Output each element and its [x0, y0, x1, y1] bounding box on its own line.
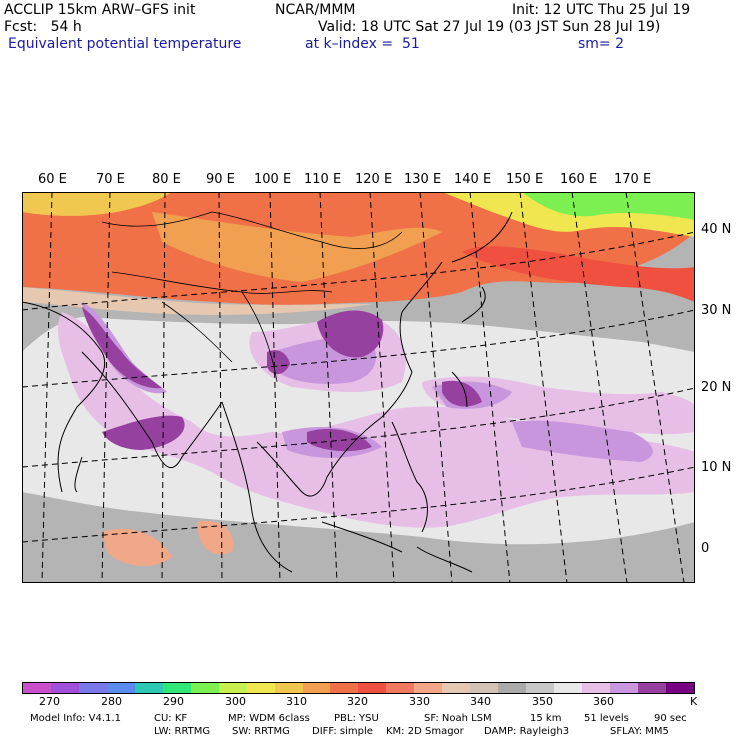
- footer-info: 51 levels: [584, 713, 629, 724]
- core-ganges: [82, 307, 162, 389]
- valid-time: Valid: 18 UTC Sat 27 Jul 19 (03 JST Sun …: [318, 19, 661, 35]
- borders: [101, 211, 403, 383]
- purple-ganges: [82, 302, 167, 394]
- colorbar-swatch: [554, 683, 583, 693]
- red-patch-ne: [462, 246, 695, 302]
- forecast-hour: Fcst: 54 h: [4, 19, 82, 35]
- footer-info: CU: KF: [154, 713, 188, 724]
- colorbar-swatch: [218, 683, 247, 693]
- colorbar-label: 300: [225, 695, 246, 708]
- core-pacific: [442, 380, 482, 407]
- lon-label: 140 E: [454, 172, 492, 187]
- footer-info: SFLAY: MM5: [610, 726, 669, 737]
- footer-info: DIFF: simple: [312, 726, 373, 737]
- footer-info: SW: RRTMG: [232, 726, 290, 737]
- colorbar-swatch: [330, 683, 359, 693]
- lon-label: 100 E: [254, 172, 292, 187]
- lat-label: 0: [701, 541, 710, 556]
- footer-info: PBL: YSU: [334, 713, 379, 724]
- colorbar-swatch: [302, 683, 331, 693]
- footer-info: MP: WDM 6class: [228, 713, 310, 724]
- field-name: Equivalent potential temperature: [8, 36, 242, 52]
- colorbar-swatch: [78, 683, 107, 693]
- lon-label: 120 E: [355, 172, 393, 187]
- colorbar-swatch: [665, 683, 694, 693]
- footer-info: 90 sec: [654, 713, 687, 724]
- organization: NCAR/MMM: [275, 2, 356, 18]
- warm-patch-south-2: [197, 521, 233, 555]
- lon-label: 80 E: [152, 172, 181, 187]
- footer-info: 15 km: [530, 713, 562, 724]
- colorbar-swatch: [162, 683, 191, 693]
- colorbar-swatch: [23, 683, 51, 693]
- model-title: ACCLIP 15km ARW–GFS init: [4, 2, 196, 18]
- level-index: at k–index = 51: [305, 36, 420, 52]
- colorbar-label: 290: [163, 695, 184, 708]
- transition-band: [22, 287, 372, 315]
- graticule: [22, 192, 695, 583]
- purple-pacific-2: [512, 420, 653, 462]
- colorbar-label: 310: [286, 695, 307, 708]
- lat-label: 30 N: [701, 303, 732, 318]
- orange-patch: [152, 212, 442, 282]
- yellow-patch: [22, 192, 172, 216]
- colorbar-label: 270: [39, 695, 60, 708]
- colorbar-label: 350: [532, 695, 553, 708]
- colorbar-swatch: [134, 683, 163, 693]
- colorbar-swatch: [582, 683, 611, 693]
- lat-label: 40 N: [701, 222, 732, 237]
- green-patch-ne: [522, 192, 695, 220]
- core-china: [317, 310, 384, 358]
- footer-info: DAMP: Rayleigh3: [484, 726, 570, 737]
- colorbar-swatch: [637, 683, 666, 693]
- map-frame: [22, 192, 695, 583]
- colorbar-label: 360: [593, 695, 614, 708]
- lon-label: 150 E: [506, 172, 544, 187]
- footer-info: KM: 2D Smagor: [386, 726, 464, 737]
- footer-info: LW: RRTMG: [154, 726, 211, 737]
- colorbar-swatch: [414, 683, 443, 693]
- lon-label: 70 E: [96, 172, 125, 187]
- colorbar: [22, 682, 695, 694]
- colorbar-label: 280: [101, 695, 122, 708]
- footer-info: SF: Noah LSM: [424, 713, 492, 724]
- colorbar-label: 320: [347, 695, 368, 708]
- colorbar-swatch: [442, 683, 471, 693]
- lon-label: 90 E: [206, 172, 235, 187]
- colorbar-swatch: [50, 683, 79, 693]
- colorbar-swatch: [106, 683, 135, 693]
- colorbar-swatch: [470, 683, 499, 693]
- colorbar-swatch: [274, 683, 303, 693]
- core-indochina: [307, 428, 372, 452]
- core-bay-of-bengal: [102, 415, 185, 450]
- lavender-area-south: [57, 312, 695, 528]
- colorbar-label: 340: [470, 695, 491, 708]
- core-south-china: [267, 350, 290, 375]
- warm-patch-south: [102, 528, 172, 567]
- lon-label: 60 E: [38, 172, 67, 187]
- colorbar-swatch: [246, 683, 275, 693]
- colorbar-swatch: [190, 683, 219, 693]
- smoothing: sm= 2: [578, 36, 625, 52]
- colorbar-swatch: [386, 683, 415, 693]
- colorbar-swatch: [498, 683, 527, 693]
- lat-label: 20 N: [701, 380, 732, 395]
- colorbar-unit: K: [690, 695, 698, 708]
- init-time: Init: 12 UTC Thu 25 Jul 19: [512, 2, 691, 18]
- lon-label: 130 E: [404, 172, 442, 187]
- lon-label: 160 E: [560, 172, 598, 187]
- lon-label: 110 E: [304, 172, 342, 187]
- colorbar-swatch: [526, 683, 555, 693]
- coastlines: [22, 211, 513, 573]
- lat-label: 10 N: [701, 460, 732, 475]
- footer-info: Model Info: V4.1.1: [30, 713, 121, 724]
- colorbar-swatch: [358, 683, 387, 693]
- colorbar-label: 330: [409, 695, 430, 708]
- lon-label: 170 E: [614, 172, 652, 187]
- colorbar-swatch: [610, 683, 638, 693]
- theta-e-map: [22, 192, 695, 583]
